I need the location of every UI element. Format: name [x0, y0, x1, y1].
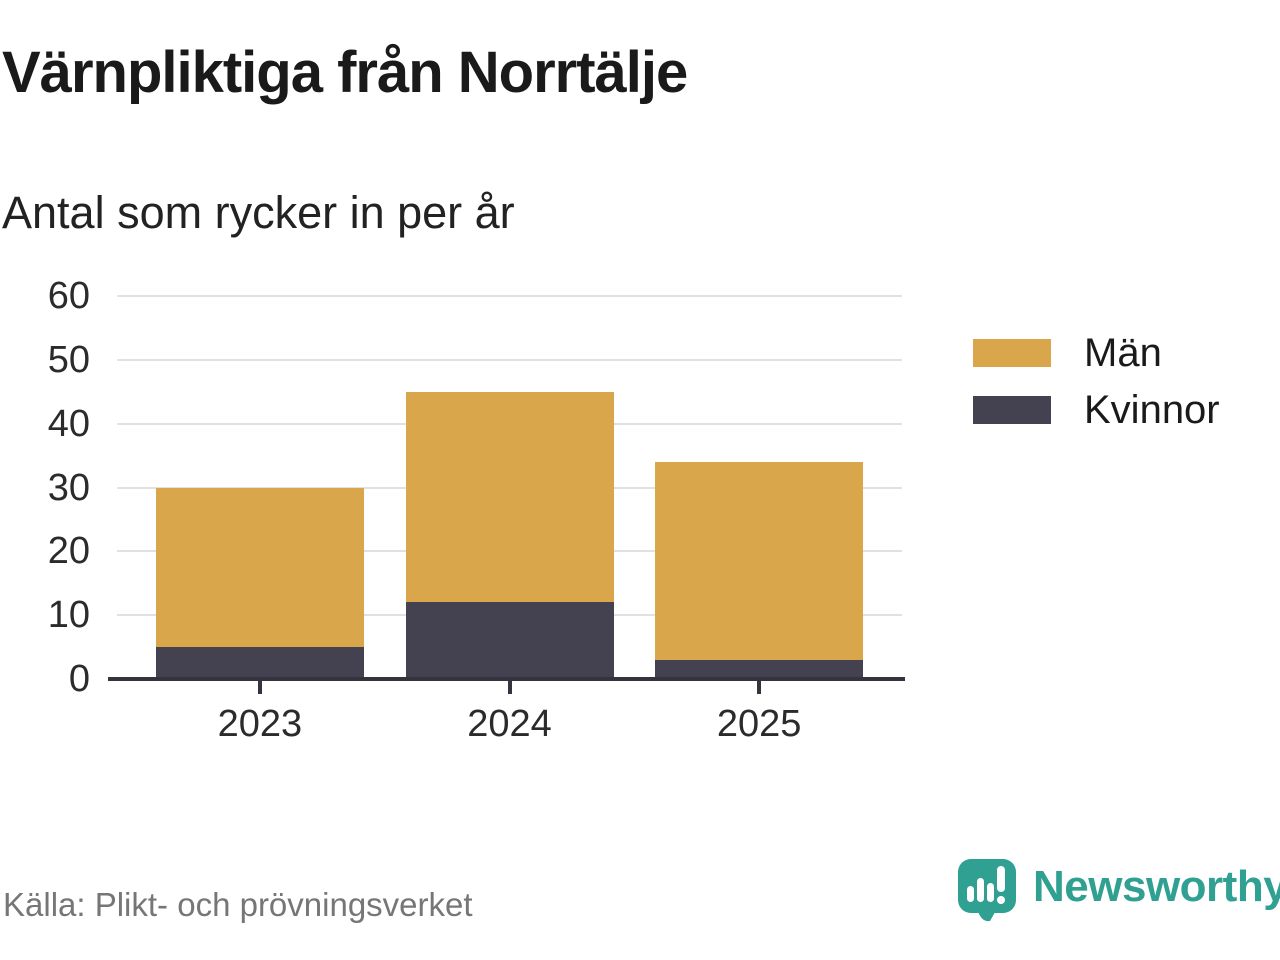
bar-2024-män [405, 391, 614, 603]
bar-2025-kvinnor [655, 659, 864, 679]
x-axis-tick-2025 [757, 681, 762, 694]
gridline-y-50 [117, 358, 902, 361]
legend-item-kvinnor: Kvinnor [973, 388, 1220, 432]
legend: Män Kvinnor [973, 331, 1220, 453]
legend-item-man: Män [973, 331, 1220, 375]
legend-label-kvinnor: Kvinnor [1084, 387, 1220, 432]
y-axis-label-40: 40 [47, 402, 90, 445]
bar-2025-män [655, 461, 864, 660]
newsworthy-logo-icon [958, 859, 1016, 922]
newsworthy-wordmark: Newsworthy [1033, 862, 1280, 911]
y-axis-label-60: 60 [47, 275, 90, 317]
x-axis-label-2025: 2025 [716, 703, 802, 745]
legend-swatch-man [973, 339, 1051, 367]
chart-subtitle: Antal som rycker in per år [2, 187, 515, 238]
newsworthy-logo-link[interactable]: Newsworthy [956, 857, 1280, 923]
y-axis-label-20: 20 [47, 530, 90, 573]
legend-swatch-kvinnor [973, 396, 1051, 424]
bar-2023-kvinnor [155, 647, 364, 679]
plot-area: 0 10 20 30 40 50 60 2023 2024 2025 [48, 277, 905, 745]
y-axis-label-30: 30 [47, 466, 90, 509]
x-axis-line [108, 677, 905, 681]
bar-2024-kvinnor [405, 602, 614, 679]
chart-title: Värnpliktiga från Norrtälje [2, 40, 688, 105]
x-axis-label-2023: 2023 [217, 703, 303, 745]
gridline-y-60 [117, 295, 902, 297]
y-axis-label-50: 50 [47, 338, 90, 381]
source-note: Källa: Plikt- och prövningsverket [3, 886, 473, 923]
y-axis-label-10: 10 [47, 594, 90, 637]
bar-2023-män [155, 487, 364, 648]
x-axis-tick-2024 [507, 681, 512, 694]
legend-label-man: Män [1084, 330, 1162, 375]
x-axis-tick-2023 [257, 681, 262, 694]
x-axis-label-2024: 2024 [467, 703, 552, 745]
y-axis-label-0: 0 [68, 658, 90, 700]
